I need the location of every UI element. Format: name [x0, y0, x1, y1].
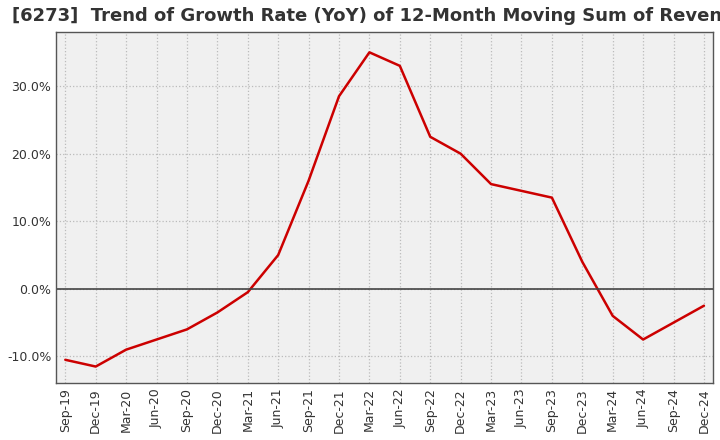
Title: [6273]  Trend of Growth Rate (YoY) of 12-Month Moving Sum of Revenues: [6273] Trend of Growth Rate (YoY) of 12-…	[12, 7, 720, 25]
